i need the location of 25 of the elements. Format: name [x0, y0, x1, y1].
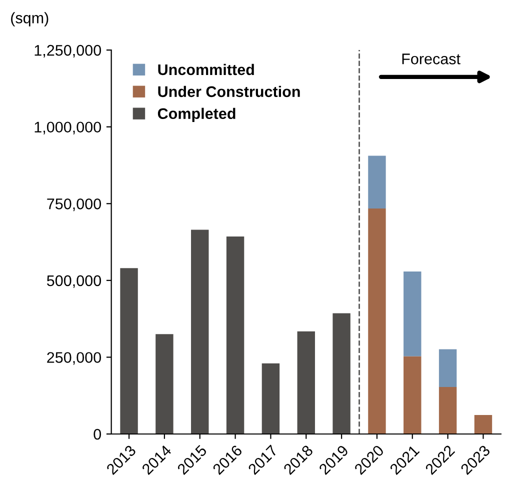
legend-label: Under Construction [158, 86, 300, 98]
bar [297, 331, 315, 434]
bar [368, 156, 386, 209]
bar [156, 334, 174, 434]
bar [226, 236, 244, 434]
bar [120, 268, 138, 434]
bar [438, 387, 457, 434]
bar [404, 356, 422, 434]
y-axis-title: (sqm) [11, 12, 48, 26]
y-tick-label: 750,000 [47, 198, 102, 212]
legend-label: Uncommitted [158, 64, 254, 76]
annotation: Forecast [402, 54, 460, 64]
y-tick-label: 250,000 [47, 352, 102, 365]
y-tick-label: 0 [94, 428, 101, 440]
y-tick-label: 1,250,000 [34, 44, 102, 58]
bar [262, 363, 280, 434]
bar [191, 230, 209, 434]
bar [332, 313, 350, 434]
bar [404, 272, 422, 356]
bar [368, 208, 386, 434]
bar [474, 414, 492, 434]
y-tick-label: 1,000,000 [34, 122, 102, 134]
y-tick-label: 500,000 [46, 275, 102, 288]
bar [438, 349, 457, 388]
legend-label: Completed [158, 108, 236, 122]
